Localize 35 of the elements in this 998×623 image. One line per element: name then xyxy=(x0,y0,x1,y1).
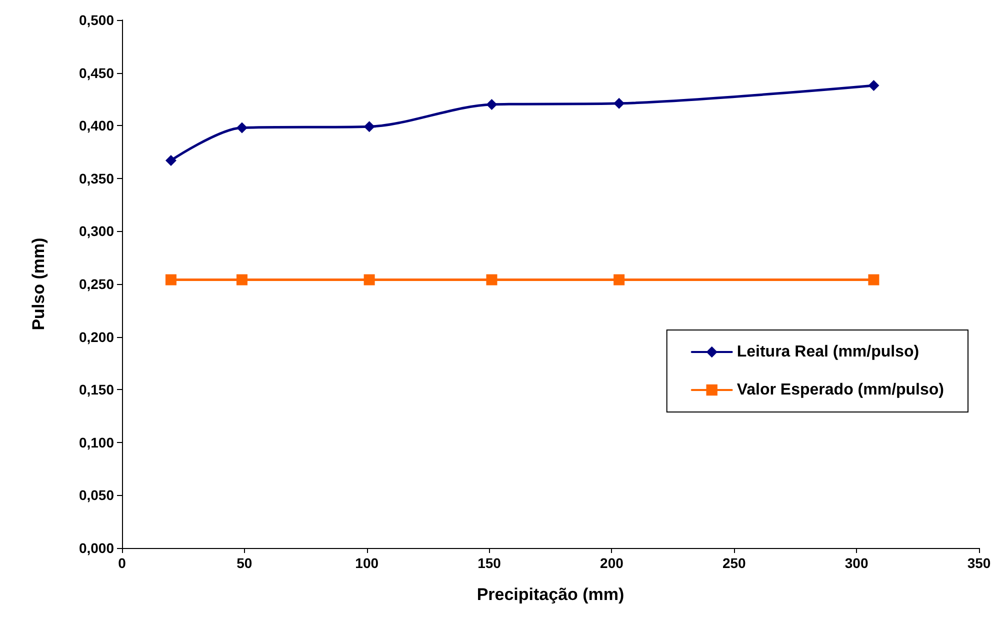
point xyxy=(236,122,248,134)
y-tick-label: 0,300 xyxy=(78,223,114,240)
y-tick-label: 0,000 xyxy=(78,540,114,556)
x-tick-label: 300 xyxy=(844,555,868,571)
x-axis-title: Precipitação (mm) xyxy=(476,585,624,604)
x-tick-label: 150 xyxy=(478,555,502,571)
x-tick-label: 0 xyxy=(118,555,126,571)
x-tick-label: 50 xyxy=(236,555,252,571)
point xyxy=(868,274,880,286)
point xyxy=(614,98,625,109)
point xyxy=(165,154,176,166)
point xyxy=(868,80,880,91)
y-tick-label: 0,500 xyxy=(78,12,114,28)
point xyxy=(364,274,375,286)
point xyxy=(486,274,498,286)
point xyxy=(165,274,176,286)
y-tick-label: 0,150 xyxy=(78,382,114,398)
y-tick-label: 0,350 xyxy=(78,170,114,186)
x-tick-label: 100 xyxy=(355,555,379,571)
x-tick-label: 350 xyxy=(967,555,991,571)
legend-label: Valor Esperado (mm/pulso) xyxy=(736,382,944,398)
y-tick-label: 0,400 xyxy=(78,118,114,134)
y-tick-label: 0,250 xyxy=(78,276,114,292)
legend-label: Leitura Real (mm/pulso) xyxy=(736,344,920,360)
x-tick-label: 200 xyxy=(600,555,624,571)
x-tick-label: 250 xyxy=(722,555,746,571)
y-axis-title: Pulso (mm) xyxy=(29,238,48,330)
y-tick-label: 0,100 xyxy=(78,434,114,450)
point xyxy=(614,274,625,286)
point xyxy=(364,121,375,132)
y-tick-label: 0,200 xyxy=(78,328,114,345)
y-tick-label: 0,450 xyxy=(78,64,114,81)
point xyxy=(236,274,248,286)
y-tick-label: 0,050 xyxy=(78,487,114,504)
point xyxy=(486,98,498,110)
